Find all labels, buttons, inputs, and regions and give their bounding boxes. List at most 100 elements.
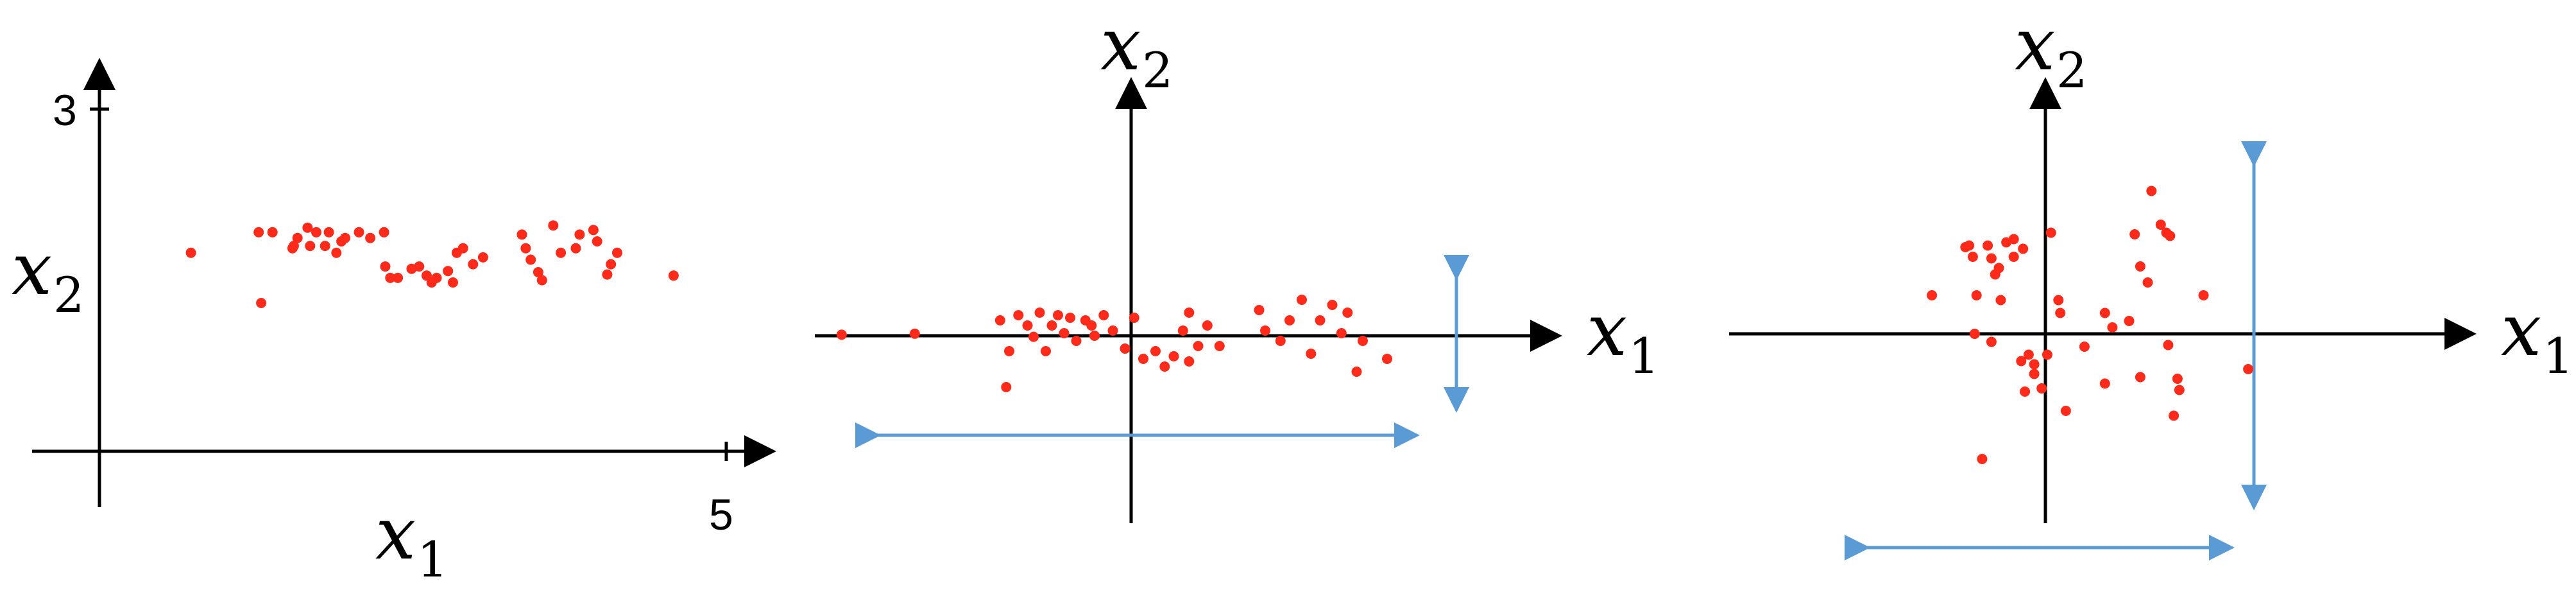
panel-1-data-point	[305, 241, 316, 252]
panel-1-data-point	[302, 222, 313, 233]
panel-1-data-point	[320, 241, 330, 252]
panel-1-data-point	[457, 243, 468, 254]
panel-3-data-point	[2029, 368, 2040, 379]
panel-3-data-point	[1993, 263, 2004, 273]
panel-2-data-point	[1004, 346, 1014, 356]
panel-2-data-point	[1034, 308, 1045, 318]
panel-1-data-point	[588, 225, 599, 236]
panel-3-data-point	[2135, 261, 2145, 272]
panel-3-data-point	[2060, 406, 2071, 416]
svg-text:2: 2	[1142, 42, 1173, 99]
panel-3-data-point	[1971, 290, 1982, 300]
panel-1-data-point	[267, 227, 278, 238]
panel-2-data-point	[1098, 310, 1109, 320]
panel-2-data-point	[1306, 349, 1317, 359]
panel-1-data-point	[379, 227, 389, 238]
panel-2-data-point	[1129, 313, 1139, 323]
panel-2-data-point	[1327, 300, 1338, 310]
panel-2-data-point	[1214, 341, 1225, 351]
panel-2-data-point	[1071, 336, 1082, 346]
panel-1-data-point	[431, 272, 442, 283]
panel-1-data-point	[185, 247, 196, 258]
panel-3-data-point	[1969, 329, 1980, 339]
panel-2-data-point	[1193, 341, 1204, 351]
panel-1-x-label: x 1	[375, 492, 448, 588]
panel-3-data-point	[2163, 340, 2174, 351]
panel-2-data-point	[1089, 331, 1100, 341]
panel-1-data-point	[287, 243, 298, 254]
svg-text:x: x	[2501, 289, 2541, 372]
panel-2-data-point	[1150, 346, 1161, 356]
panel-1-data-point	[556, 247, 567, 258]
panel-3-data-point	[2099, 308, 2110, 318]
panel-2-data-point	[836, 329, 847, 340]
panel-3-points	[1927, 186, 2254, 464]
panel-2-data-point	[1260, 325, 1270, 336]
panel-3-x-label: x 1	[2501, 289, 2573, 385]
svg-text:2: 2	[2056, 42, 2087, 99]
panel-3-data-point	[2045, 227, 2056, 238]
panel-3-data-point	[2020, 386, 2031, 397]
panel-2-data-point	[909, 328, 920, 339]
panel-3-data-point	[1986, 336, 1997, 347]
panel-3-data-point	[2198, 290, 2209, 300]
panel-1-data-point	[468, 259, 479, 270]
panel-2-data-point	[1053, 310, 1063, 320]
panel-1-data-point	[414, 261, 425, 272]
panel-3-data-point	[2107, 322, 2118, 333]
panel-1-data-point	[592, 236, 602, 247]
panel-1-data-point	[385, 272, 396, 283]
panel-3-data-point	[1983, 240, 1993, 251]
panel-3-data-point	[2036, 383, 2047, 394]
panel-1-data-point	[477, 252, 488, 263]
panel-2-data-point	[1086, 320, 1097, 331]
panel-2-points	[836, 295, 1392, 392]
panel-3-data-point	[2053, 295, 2064, 306]
panel-3-data-point	[2018, 243, 2029, 254]
panel-3-data-point	[2155, 220, 2166, 230]
panel-1-data-point	[574, 229, 585, 240]
panel-1-data-point	[536, 275, 547, 286]
panel-3-data-point	[2135, 372, 2145, 383]
panel-2-data-point	[1022, 320, 1033, 331]
panel-2-data-point	[1120, 343, 1130, 354]
panel-3-y-label: x 2	[2015, 3, 2087, 99]
panel-2-data-point	[1001, 382, 1012, 392]
panel-3-normalized: x 2 x 1	[1729, 3, 2573, 560]
panel-1-data-point	[253, 227, 264, 238]
panel-1-data-point	[668, 270, 679, 281]
panel-3-data-point	[1995, 295, 2006, 306]
panel-3-data-point	[2008, 252, 2019, 262]
panel-2-data-point	[1138, 354, 1148, 364]
panel-3-data-point	[1967, 252, 1978, 262]
panel-2-y-label: x 2	[1100, 3, 1173, 99]
panel-2-data-point	[1297, 295, 1307, 305]
panel-2-data-point	[1358, 336, 1368, 346]
panel-2-data-point	[1351, 367, 1362, 377]
panel-1-y-label: x 2	[12, 228, 84, 324]
panel-3-data-point	[1986, 253, 1997, 264]
panel-1-data-point	[292, 232, 303, 243]
panel-3-data-point	[2124, 316, 2135, 326]
panel-1-data-point	[331, 247, 342, 258]
svg-text:x: x	[375, 492, 416, 576]
panel-2-data-point	[1041, 346, 1051, 356]
panel-3-data-point	[2016, 356, 2027, 367]
panel-2-data-point	[1315, 315, 1326, 325]
svg-text:1: 1	[417, 531, 448, 588]
panel-3-data-point	[2165, 230, 2176, 241]
panel-1-data-point	[393, 272, 404, 283]
panel-3-data-point	[2029, 359, 2040, 370]
panel-1-y-tick-label: 3	[53, 86, 77, 135]
panel-1-data-point	[380, 261, 391, 272]
panel-1-data-point	[570, 243, 581, 254]
panel-3-data-point	[1964, 240, 1975, 251]
panel-3-data-point	[2079, 342, 2090, 352]
panel-1-data-point	[311, 227, 321, 238]
panel-1-data-point	[520, 243, 531, 254]
panel-2-data-point	[1177, 325, 1188, 336]
svg-text:x: x	[2015, 3, 2055, 87]
panel-1-points	[185, 220, 679, 308]
panel-3-data-point	[2008, 234, 2019, 245]
